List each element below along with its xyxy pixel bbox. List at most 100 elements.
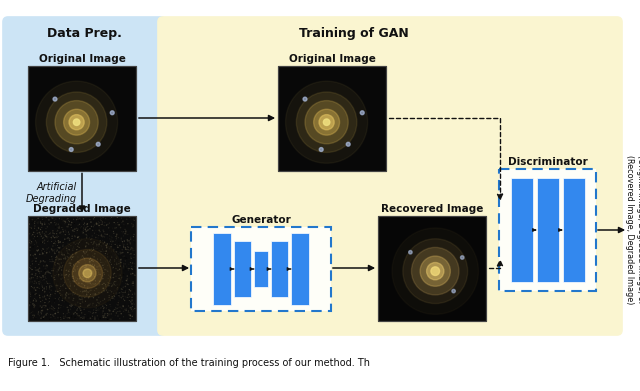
Point [37,300,47,306]
Point [44,289,54,296]
Point [71,315,81,321]
Point [41,305,51,311]
Point [109,261,120,267]
Circle shape [319,147,323,151]
Point [63,246,74,253]
Point [109,294,119,300]
Point [47,254,57,260]
Point [96,233,106,239]
Point [80,237,90,244]
Point [36,296,47,302]
Point [53,238,63,244]
Point [41,303,51,309]
Point [103,242,113,249]
Point [70,266,80,273]
Point [111,237,121,244]
Circle shape [96,142,100,146]
Point [38,287,48,293]
Point [78,216,88,222]
Point [120,309,131,315]
Point [37,222,47,228]
Point [82,234,92,240]
Point [96,312,106,318]
Point [115,251,125,257]
Point [47,247,57,253]
Point [35,265,45,271]
Point [52,216,63,222]
Point [99,271,109,278]
Point [108,292,118,298]
Point [44,295,54,301]
Point [62,224,72,230]
Point [63,314,74,320]
Point [117,265,127,271]
Point [26,239,36,245]
Point [76,296,86,303]
Point [41,229,51,235]
Point [116,250,127,256]
Point [31,219,42,226]
Point [81,242,91,249]
Point [26,253,36,260]
Point [37,307,47,314]
Point [114,298,124,304]
Point [128,279,138,285]
Point [44,217,54,223]
Point [96,240,106,247]
Point [24,231,35,237]
Point [47,273,57,279]
Point [51,287,61,294]
Point [35,213,45,220]
Point [38,246,49,252]
Point [28,315,38,321]
Point [95,225,106,231]
Point [81,298,91,304]
Point [79,257,90,263]
Point [91,234,101,240]
Point [50,315,60,321]
Point [35,259,45,265]
Point [44,221,54,228]
Point [47,305,58,312]
Point [73,234,83,240]
Point [71,213,81,220]
Point [47,258,58,265]
Point [115,275,125,282]
Point [121,246,131,252]
Point [118,293,129,300]
Point [58,310,68,317]
Point [125,235,136,241]
Point [54,222,64,229]
Point [56,256,67,262]
Point [85,271,95,277]
Point [115,224,125,231]
Point [92,219,102,225]
Point [93,271,104,277]
Point [51,235,61,241]
Point [52,289,63,295]
Point [108,232,118,238]
Point [35,230,45,236]
Point [124,303,134,309]
Point [69,283,79,289]
Bar [511,178,532,282]
Point [29,225,40,231]
Point [81,298,91,305]
Point [108,282,118,288]
Point [37,231,47,237]
Point [90,250,100,256]
Point [108,295,118,301]
Text: Original Image: Original Image [289,54,376,63]
Point [64,276,74,282]
Point [40,305,50,311]
Point [48,265,58,271]
Point [90,251,100,257]
Point [52,228,63,234]
Point [106,251,116,257]
Point [51,296,61,302]
Point [107,235,117,241]
Point [122,246,132,253]
Point [109,256,120,263]
Point [65,226,76,233]
Point [60,231,70,238]
